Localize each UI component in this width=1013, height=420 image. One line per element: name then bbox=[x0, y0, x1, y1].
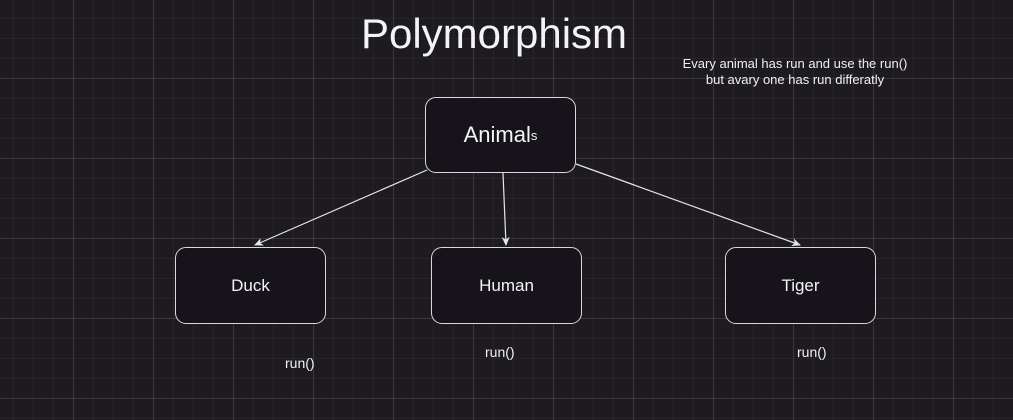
method-label-duck: run() bbox=[285, 355, 315, 371]
node-animals-label: Animal bbox=[463, 122, 531, 147]
node-human-label: Human bbox=[479, 275, 534, 295]
note-line-1: Evary animal has run and use the run() bbox=[682, 56, 908, 71]
method-label-tiger: run() bbox=[797, 344, 827, 360]
note-line-2: but avary one has run differatly bbox=[705, 72, 885, 87]
node-duck[interactable]: Duck bbox=[175, 247, 326, 324]
node-duck-label: Duck bbox=[231, 275, 270, 295]
node-animals[interactable]: Animal s bbox=[425, 97, 576, 173]
node-animals-label-suffix: s bbox=[530, 127, 538, 143]
edge-animals-duck bbox=[254, 169, 428, 246]
node-human[interactable]: Human bbox=[431, 247, 582, 324]
diagram-title: Polymorphism bbox=[360, 10, 628, 57]
edge-animals-human bbox=[501, 172, 510, 246]
edge-animals-tiger bbox=[575, 163, 801, 247]
method-label-human: run() bbox=[485, 344, 515, 360]
node-tiger-label: Tiger bbox=[781, 275, 820, 295]
diagram-note: Evary animal has run and use the run() b… bbox=[640, 56, 950, 88]
node-tiger[interactable]: Tiger bbox=[725, 247, 876, 324]
